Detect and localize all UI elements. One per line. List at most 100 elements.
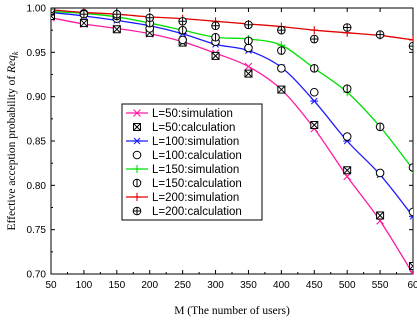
- y-tick-label: 0.95: [27, 48, 47, 59]
- marker-stroke: [133, 109, 141, 117]
- marker-stroke: [409, 215, 413, 220]
- legend-marker: [132, 150, 142, 160]
- data-point: [79, 19, 88, 28]
- data-point: [51, 8, 56, 14]
- data-point: [211, 32, 220, 42]
- legend-marker: [132, 178, 142, 188]
- legend-marker: [133, 109, 141, 117]
- legend: L=50:simulation L=50:calculation L=100:sim…: [121, 103, 263, 221]
- y-tick-label: 0.85: [27, 137, 47, 148]
- data-point: [145, 13, 155, 23]
- data-point: [408, 41, 413, 51]
- marker-stroke: [277, 85, 286, 94]
- data-point: [375, 30, 385, 39]
- marker-stroke: [409, 262, 413, 271]
- marker-stroke: [51, 11, 55, 20]
- legend-label: L=100:calculation: [152, 150, 242, 162]
- data-point: [244, 62, 253, 71]
- data-point: [277, 85, 286, 94]
- legend-item: L=100:simulation: [126, 136, 239, 148]
- legend-label: L=100:simulation: [152, 136, 239, 148]
- data-point: [343, 166, 352, 175]
- marker-stroke: [342, 132, 352, 141]
- y-axis-title-prefix: Effective acception probability of: [6, 73, 18, 231]
- data-point: [178, 17, 187, 26]
- legend-marker: [133, 137, 141, 145]
- data-point: [342, 84, 352, 93]
- data-point: [376, 211, 385, 220]
- data-point: [244, 69, 253, 78]
- data-point: [409, 270, 413, 274]
- legend-marker: [132, 206, 142, 216]
- y-tick-label: 0.90: [27, 92, 47, 103]
- legend-marker: [133, 193, 141, 201]
- marker-stroke: [51, 15, 55, 20]
- data-point: [375, 168, 385, 178]
- legend-item: L=150:calculation: [132, 178, 242, 190]
- legend-item: L=150:simulation: [126, 164, 239, 176]
- data-point: [310, 121, 319, 130]
- marker-stroke: [409, 270, 413, 274]
- marker-stroke: [132, 150, 142, 160]
- marker-stroke: [376, 211, 384, 220]
- legend-label: L=150:calculation: [152, 178, 242, 190]
- legend-label: L=50:calculation: [152, 122, 235, 134]
- x-tick-label: 450: [306, 280, 323, 291]
- data-point: [375, 122, 385, 132]
- data-point: [310, 97, 319, 105]
- marker-stroke: [244, 69, 253, 78]
- data-point: [342, 23, 352, 32]
- legend-item: L=50:simulation: [126, 108, 233, 120]
- y-tick-label: 0.80: [27, 181, 47, 192]
- axes: 50 100 150 200 250 300 350 400 450 500 550 60 0.70 0.…: [27, 4, 417, 292]
- marker-stroke: [211, 52, 220, 60]
- data-point: [277, 46, 286, 55]
- data-point: [409, 262, 413, 271]
- y-axis-title: Effective acception probability of Reqk: [6, 51, 20, 230]
- legend-label: L=150:simulation: [152, 164, 239, 176]
- marker-stroke: [133, 123, 141, 131]
- x-tick-label: 100: [76, 280, 93, 291]
- legend-item: L=200:simulation: [126, 192, 239, 204]
- x-tick-label: 250: [174, 280, 191, 291]
- data-point: [211, 51, 220, 60]
- x-tick-label: 150: [108, 280, 125, 291]
- data-point: [342, 132, 352, 141]
- marker-stroke: [80, 19, 88, 27]
- data-point: [79, 9, 89, 19]
- data-point: [112, 9, 122, 19]
- marker-stroke: [277, 63, 286, 73]
- data-point: [112, 25, 121, 34]
- series-l-200-calculation: [51, 8, 413, 51]
- data-point: [310, 26, 319, 35]
- legend-marker: [133, 165, 141, 173]
- marker-stroke: [244, 62, 253, 71]
- y-tick-label: 0.75: [27, 225, 47, 236]
- x-tick-label: 400: [273, 280, 290, 291]
- y-tick-label: 0.70: [27, 270, 47, 281]
- data-point: [409, 35, 413, 44]
- legend-label: L=50:simulation: [152, 108, 233, 120]
- data-point: [244, 20, 253, 30]
- data-point: [244, 43, 253, 53]
- data-point: [277, 63, 286, 73]
- x-tick-label: 50: [45, 280, 57, 291]
- data-point: [408, 207, 413, 217]
- series-l-50-calculation: [51, 11, 413, 271]
- legend-label: L=200:calculation: [152, 206, 242, 218]
- data-point: [178, 25, 187, 35]
- series-line: [51, 9, 413, 41]
- marker-stroke: [244, 43, 253, 53]
- legend-item: L=50:calculation: [133, 122, 235, 134]
- data-point: [309, 34, 319, 44]
- marker-stroke: [310, 97, 318, 105]
- marker-stroke: [408, 207, 413, 217]
- data-point: [408, 163, 413, 172]
- legend-marker: [133, 123, 141, 131]
- data-point: [309, 87, 319, 97]
- marker-stroke: [343, 166, 352, 175]
- marker-stroke: [409, 262, 413, 267]
- legend-item: L=200:calculation: [132, 206, 242, 218]
